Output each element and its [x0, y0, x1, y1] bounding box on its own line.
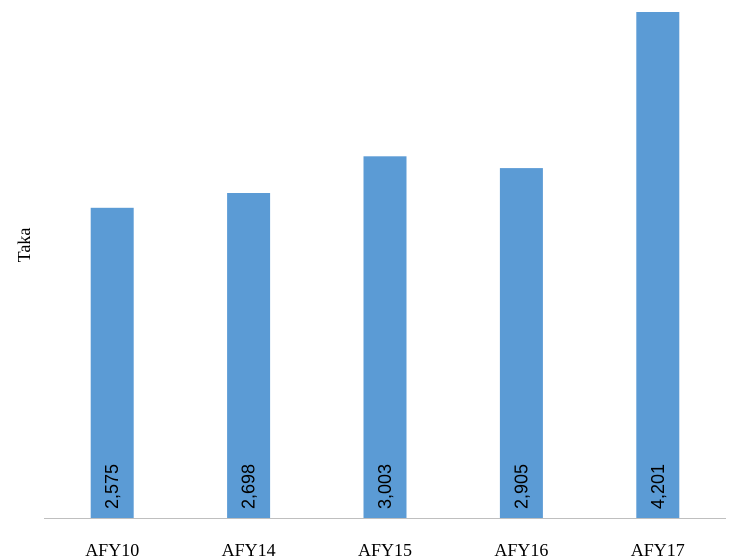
data-label: 2,575	[102, 464, 122, 509]
x-tick-labels: AFY10 AFY14 AFY15 AFY16 AFY17	[85, 540, 685, 560]
data-label: 3,003	[375, 464, 395, 509]
x-tick-label: AFY16	[494, 540, 548, 560]
data-labels: 2,575 2,698 3,003 2,905 4,201	[102, 464, 668, 509]
bar-afy15	[363, 156, 407, 519]
bar-afy17	[636, 12, 680, 518]
bar-afy14	[227, 193, 271, 518]
data-label: 2,698	[239, 464, 259, 509]
data-label: 4,201	[648, 464, 668, 509]
bar-afy16	[499, 168, 543, 518]
data-label: 2,905	[511, 464, 531, 509]
x-tick-label: AFY17	[631, 540, 685, 560]
x-tick-label: AFY10	[85, 540, 139, 560]
bars-group	[90, 12, 680, 519]
bar-afy10	[90, 207, 134, 519]
x-tick-label: AFY14	[222, 540, 276, 560]
y-axis-title: Taka	[14, 228, 34, 263]
x-tick-label: AFY15	[358, 540, 412, 560]
